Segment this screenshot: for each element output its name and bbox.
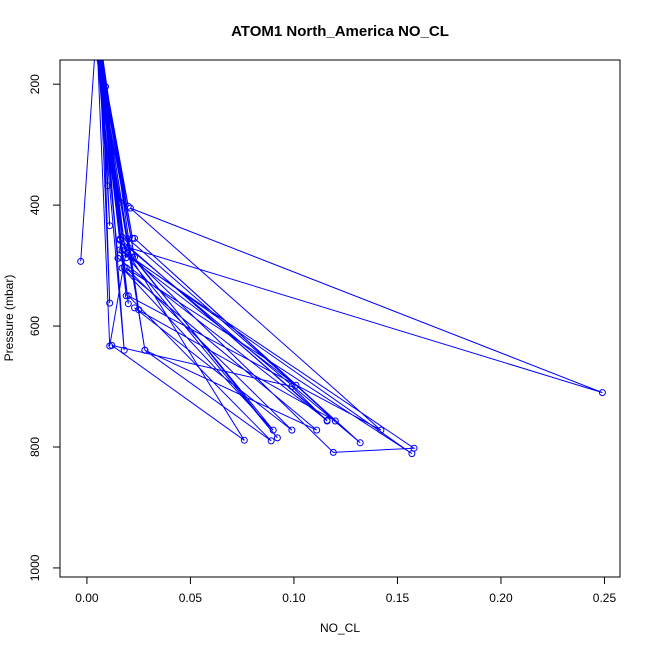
data-point bbox=[104, 182, 112, 190]
y-tick-label: 1000 bbox=[28, 554, 42, 581]
data-point bbox=[116, 198, 124, 206]
y-tick-label: 800 bbox=[28, 437, 42, 457]
data-point bbox=[131, 253, 138, 261]
data-point bbox=[273, 434, 281, 442]
data-point bbox=[356, 439, 364, 447]
data-point bbox=[377, 426, 385, 434]
plot-frame bbox=[59, 59, 621, 578]
y-tick-label: 400 bbox=[28, 195, 42, 215]
data-point bbox=[331, 417, 339, 425]
x-axis: 0.00 0.05 0.10 0.15 0.20 0.25 bbox=[75, 577, 616, 605]
data-point bbox=[102, 83, 109, 91]
data-point bbox=[124, 292, 132, 300]
data-point bbox=[114, 254, 122, 262]
x-axis-label: NO_CL bbox=[320, 621, 360, 635]
y-tick-label: 200 bbox=[28, 74, 42, 94]
series-points bbox=[77, 83, 606, 458]
data-point bbox=[129, 234, 136, 242]
data-point bbox=[131, 304, 138, 312]
x-tick-label: 0.25 bbox=[593, 591, 617, 605]
data-point bbox=[120, 346, 128, 354]
x-tick-label: 0.05 bbox=[179, 591, 203, 605]
data-point bbox=[129, 253, 136, 261]
data-point bbox=[141, 346, 149, 354]
data-point bbox=[124, 300, 132, 308]
x-tick-label: 0.10 bbox=[282, 591, 306, 605]
data-point bbox=[126, 204, 134, 212]
data-point bbox=[106, 299, 114, 307]
data-point bbox=[124, 244, 132, 251]
y-tick-label: 600 bbox=[28, 316, 42, 336]
x-tick-label: 0.00 bbox=[75, 591, 99, 605]
series-path bbox=[80, 60, 603, 455]
data-point bbox=[288, 426, 296, 434]
data-point bbox=[598, 389, 606, 397]
data-point bbox=[288, 383, 296, 390]
data-point bbox=[323, 416, 331, 424]
data-point bbox=[106, 222, 114, 230]
data-point bbox=[116, 235, 124, 243]
data-point bbox=[329, 448, 337, 456]
x-tick-label: 0.20 bbox=[489, 591, 513, 605]
data-point bbox=[135, 306, 143, 314]
data-point bbox=[118, 247, 126, 254]
y-axis-label: Pressure (mbar) bbox=[2, 275, 16, 362]
data-point bbox=[118, 264, 126, 272]
data-point bbox=[313, 426, 321, 434]
data-point bbox=[240, 436, 248, 444]
data-point bbox=[108, 341, 116, 349]
data-point bbox=[292, 381, 300, 389]
data-point bbox=[131, 234, 138, 242]
x-tick-label: 0.15 bbox=[386, 591, 410, 605]
data-point bbox=[269, 426, 277, 434]
data-point bbox=[77, 257, 85, 265]
y-axis: 200 400 600 800 1000 bbox=[28, 74, 60, 581]
data-point bbox=[408, 450, 416, 458]
chart-title: ATOM1 North_America NO_CL bbox=[231, 23, 449, 40]
data-point bbox=[122, 264, 130, 272]
data-point bbox=[267, 437, 275, 445]
data-point bbox=[124, 202, 132, 210]
data-point bbox=[122, 292, 130, 300]
series-line bbox=[80, 60, 603, 455]
